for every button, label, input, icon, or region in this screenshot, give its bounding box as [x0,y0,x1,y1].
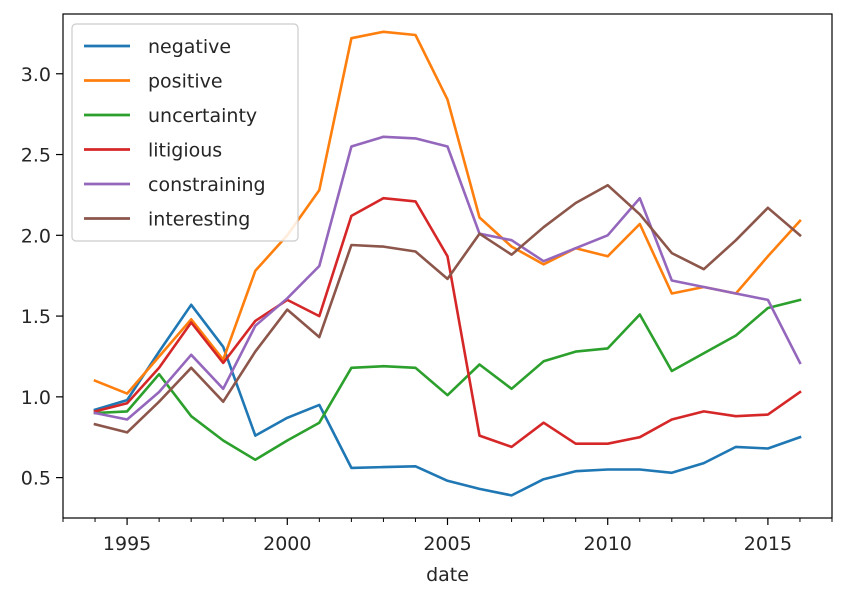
x-tick-label: 2010 [584,533,632,555]
series-line-constraining [93,135,802,421]
y-tick-label: 2.0 [21,225,51,247]
y-tick-label: 2.5 [21,145,51,167]
y-tick-label: 3.0 [21,64,51,86]
y-tick-label: 1.5 [21,306,51,328]
legend-label-negative: negative [148,36,231,58]
x-tick-label: 1995 [103,533,151,555]
axes-layer: 1995 2000 2005 2010 2015 0.5 1.0 1.5 2.0 2.5 3.0 [21,13,833,555]
series-line-interesting [93,183,802,434]
legend-box [71,23,299,242]
x-tick-label: 2015 [744,533,792,555]
x-axis-title: date [426,564,469,586]
series-layer [93,30,802,497]
series-line-litigious [93,196,802,449]
x-tick-label: 2000 [263,533,311,555]
series-line-negative [93,303,802,497]
legend-label-uncertainty: uncertainty [148,105,257,127]
legend-label-positive: positive [148,71,223,93]
series-line-uncertainty [93,298,802,462]
legend-label-constraining: constraining [148,174,266,196]
series-line-positive [93,30,802,395]
legend: negative positive uncertainty litigious cons… [71,23,299,242]
x-tick-label: 2005 [423,533,471,555]
legend-label-litigious: litigious [148,140,222,162]
y-tick-label: 0.5 [21,468,51,490]
y-tick-label: 1.0 [21,387,51,409]
legend-label-interesting: interesting [148,209,250,231]
